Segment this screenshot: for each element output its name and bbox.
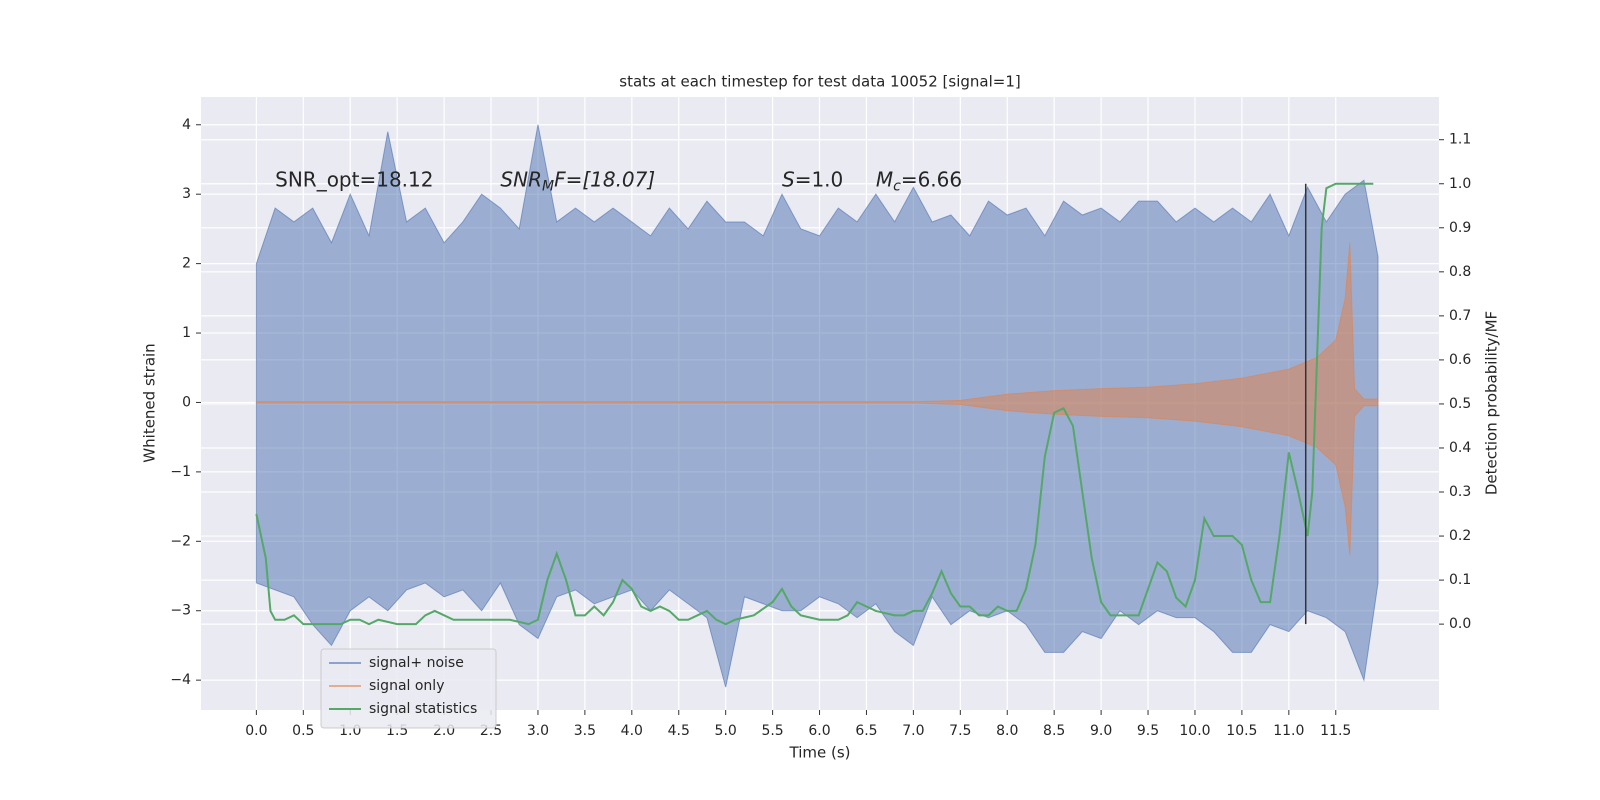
marks — [255, 124, 1379, 688]
annotation: Mc=6.66 — [876, 167, 962, 195]
y2-tick-label: 0.2 — [1449, 528, 1471, 544]
x-tick-label: 4.0 — [621, 723, 643, 739]
y-tick-label: −1 — [170, 464, 191, 480]
x-tick-label: 0.5 — [292, 723, 314, 739]
series-band — [255, 124, 1379, 688]
y-tick-label: 1 — [182, 325, 191, 341]
annotation: S=1.0 — [782, 167, 843, 191]
x-tick-label: 7.5 — [949, 723, 971, 739]
x-tick-label: 3.0 — [527, 723, 549, 739]
legend-label: signal statistics — [369, 701, 477, 717]
chart-title: stats at each timestep for test data 100… — [619, 73, 1020, 91]
annotation: SNRMF=[18.07] — [500, 167, 655, 195]
y2-tick-label: 0.0 — [1449, 616, 1471, 632]
y2-tick-label: 0.6 — [1449, 352, 1471, 368]
y-tick-label: 3 — [182, 186, 191, 202]
series-line — [255, 182, 1374, 626]
annotation-part: c — [893, 178, 901, 194]
y2-tick-label: 0.3 — [1449, 484, 1471, 500]
y2-tick-label: 1.1 — [1449, 132, 1471, 148]
x-tick-label: 11.0 — [1273, 723, 1304, 739]
x-axis-label: Time (s) — [789, 744, 851, 762]
y2-tick-label: 0.8 — [1449, 264, 1471, 280]
x-tick-label: 0.0 — [245, 723, 267, 739]
annotation-part: M — [876, 167, 893, 191]
legend-label: signal only — [369, 678, 444, 694]
x-tick-label: 4.5 — [668, 723, 690, 739]
x-tick-label: 3.5 — [574, 723, 596, 739]
x-tick-label: 10.5 — [1226, 723, 1257, 739]
x-tick-label: 9.0 — [1090, 723, 1112, 739]
x-tick-label: 8.0 — [996, 723, 1018, 739]
y2-tick-label: 1.0 — [1449, 176, 1471, 192]
annotation-part: =1.0 — [795, 167, 844, 191]
legend-label: signal+ noise — [369, 655, 464, 671]
x-tick-label: 10.0 — [1179, 723, 1210, 739]
annotation-part: SNR — [500, 167, 542, 191]
annotation-part: SNR_opt=18.12 — [275, 167, 433, 191]
axes: 0.0 0.5 1.0 1.5 2.0 2.5 3.0 3.5 4.0 4.5 5.0 5.5 6.0 6… — [170, 117, 1471, 739]
x-tick-label: 9.5 — [1137, 723, 1159, 739]
legend: signal+ noise signal only signal statistic… — [320, 648, 497, 729]
y-tick-label: 0 — [182, 394, 191, 410]
x-tick-label: 6.0 — [808, 723, 830, 739]
x-tick-label: 8.5 — [1043, 723, 1065, 739]
y2-tick-label: 0.9 — [1449, 220, 1471, 236]
x-tick-label: 5.0 — [715, 723, 737, 739]
annotation-part: =6.66 — [901, 167, 962, 191]
y-axis-label: Whitened strain — [141, 343, 159, 462]
y2-tick-label: 0.7 — [1449, 308, 1471, 324]
y-tick-label: −2 — [170, 533, 191, 549]
y-tick-label: 4 — [182, 117, 191, 133]
annotation-part: M — [542, 178, 554, 194]
legend-box — [320, 648, 497, 729]
y2-axis-label: Detection probability/MF — [1483, 311, 1501, 495]
annotation-part: F=[18.07] — [554, 167, 655, 191]
annotation-part: S — [782, 167, 795, 191]
x-tick-label: 7.0 — [902, 723, 924, 739]
y-tick-label: −3 — [170, 603, 191, 619]
series-band — [255, 242, 1379, 556]
x-tick-label: 11.5 — [1320, 723, 1351, 739]
x-tick-label: 5.5 — [761, 723, 783, 739]
annotation: SNR_opt=18.12 — [275, 167, 433, 191]
y-tick-label: 2 — [182, 256, 191, 272]
x-tick-label: 6.5 — [855, 723, 877, 739]
y2-tick-label: 0.1 — [1449, 572, 1471, 588]
y-tick-label: −4 — [170, 672, 191, 688]
y2-tick-label: 0.5 — [1449, 396, 1471, 412]
y2-tick-label: 0.4 — [1449, 440, 1471, 456]
